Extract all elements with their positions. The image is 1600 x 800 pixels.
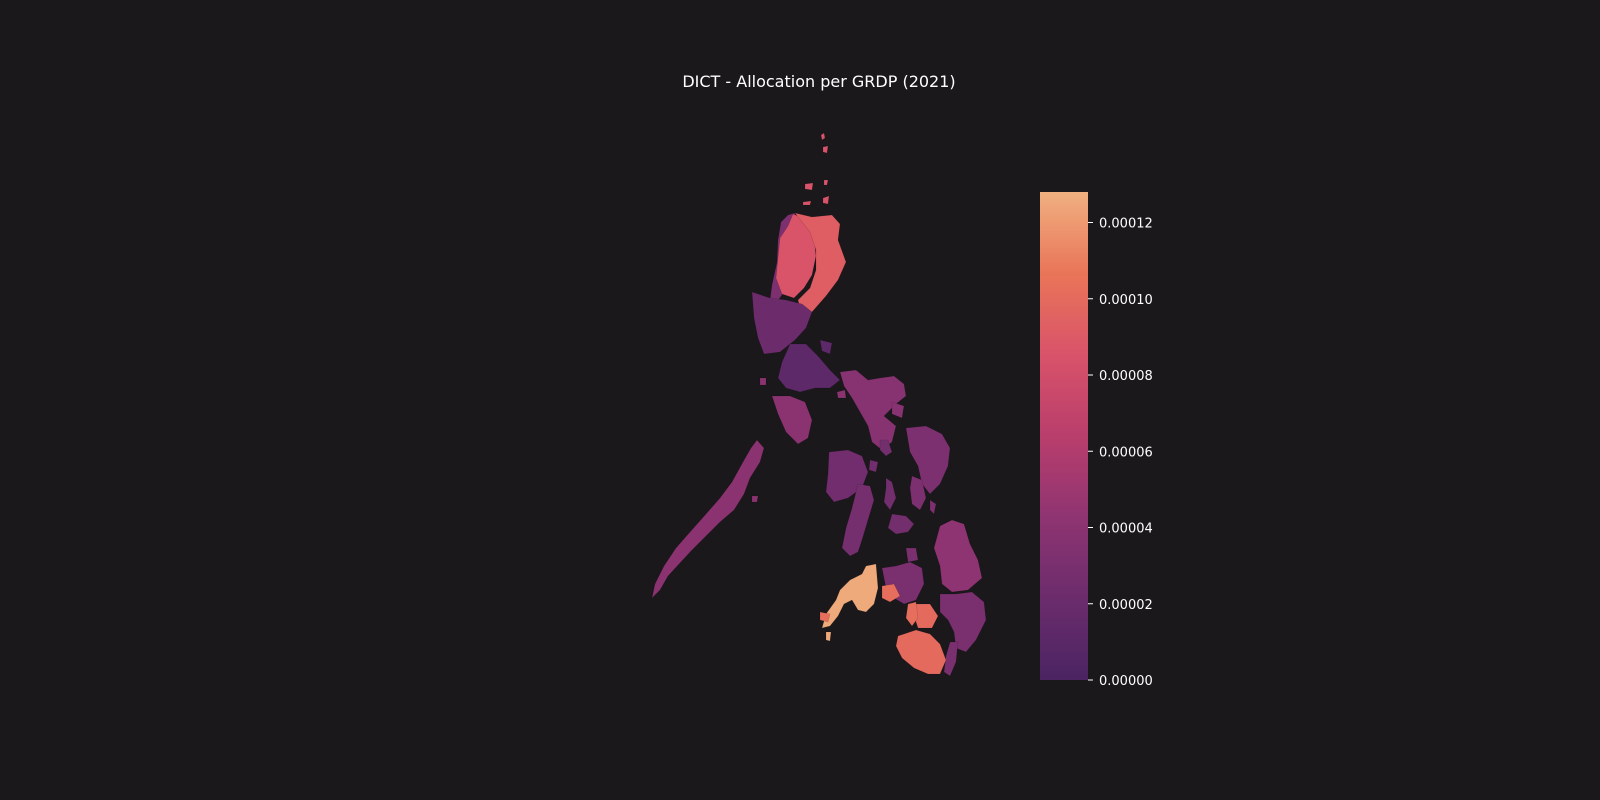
colorbar-gradient [1040, 192, 1088, 680]
colorbar-tick-label: 0.00004 [1099, 522, 1153, 537]
region-soccsksargen [895, 603, 947, 675]
region-shape-caraga [933, 519, 983, 593]
region-caraga [933, 519, 983, 593]
region-cagayan-valley [794, 212, 847, 313]
region-shape-eastern-visayas [929, 499, 937, 515]
region-central-visayas [879, 439, 915, 535]
region-shape-mimaropa-mindoro [759, 377, 767, 386]
region-shape-batanes-islands [823, 179, 829, 186]
region-shape-central-visayas [883, 477, 897, 511]
colorbar-tick-label: 0.00010 [1099, 293, 1153, 308]
region-shape-batanes-islands [822, 145, 829, 154]
region-bicol [839, 369, 907, 451]
region-calabarzon [777, 339, 841, 393]
region-shape-barmm [819, 611, 831, 623]
region-shape-batanes-islands [802, 200, 812, 206]
region-zamboanga-peninsula [821, 563, 879, 642]
region-shape-palawan [751, 495, 759, 503]
philippines-map [651, 132, 987, 677]
region-barmm [819, 583, 919, 627]
colorbar-tick-label: 0.00008 [1099, 369, 1153, 384]
region-shape-mimaropa-mindoro [836, 389, 847, 399]
region-shape-eastern-visayas [909, 475, 927, 511]
colorbar-tick-label: 0.00002 [1099, 598, 1153, 613]
region-shape-palawan [651, 439, 765, 599]
region-eastern-visayas [905, 425, 951, 515]
region-shape-eastern-visayas [905, 425, 951, 495]
colorbar: 0.00000 0.00002 0.00004 0.00006 0.00008 0.000… [1040, 192, 1153, 689]
region-palawan [651, 439, 765, 599]
region-shape-batanes-islands [804, 182, 814, 191]
region-shape-bicol [839, 369, 907, 451]
colorbar-tick-label: 0.00000 [1099, 674, 1153, 689]
region-shape-soccsksargen [895, 629, 947, 675]
region-shape-cagayan-valley [794, 212, 847, 313]
region-shape-central-visayas [887, 513, 915, 535]
region-shape-northern-mindanao [905, 547, 919, 563]
region-shape-calabarzon [819, 339, 833, 355]
region-davao [939, 591, 987, 677]
region-shape-central-visayas [879, 439, 893, 457]
region-shape-mimaropa-mindoro [771, 395, 813, 445]
map-title: DICT - Allocation per GRDP (2021) [682, 72, 955, 91]
colorbar-tick-label: 0.00012 [1099, 217, 1153, 232]
colorbar-tick-label: 0.00006 [1099, 445, 1153, 460]
region-batanes-islands [802, 132, 830, 206]
region-shape-zamboanga-peninsula [821, 563, 879, 629]
region-shape-central-luzon [751, 291, 813, 355]
region-mimaropa-mindoro [759, 377, 847, 445]
region-negros [841, 483, 875, 557]
colorbar-ticks: 0.00000 0.00002 0.00004 0.00006 0.00008 0.000… [1088, 217, 1153, 689]
region-shape-negros [841, 483, 875, 557]
region-shape-batanes-islands [820, 132, 826, 141]
region-shape-zamboanga-peninsula [825, 631, 832, 642]
region-shape-batanes-islands [822, 195, 830, 205]
region-shape-davao [939, 591, 987, 653]
region-shape-barmm [881, 583, 901, 603]
region-shape-davao [943, 641, 959, 677]
region-shape-calabarzon [777, 343, 841, 393]
region-central-luzon [751, 291, 813, 355]
region-shape-western-visayas [868, 459, 879, 473]
region-shape-barmm [905, 601, 919, 627]
region-shape-bicol [891, 401, 905, 419]
